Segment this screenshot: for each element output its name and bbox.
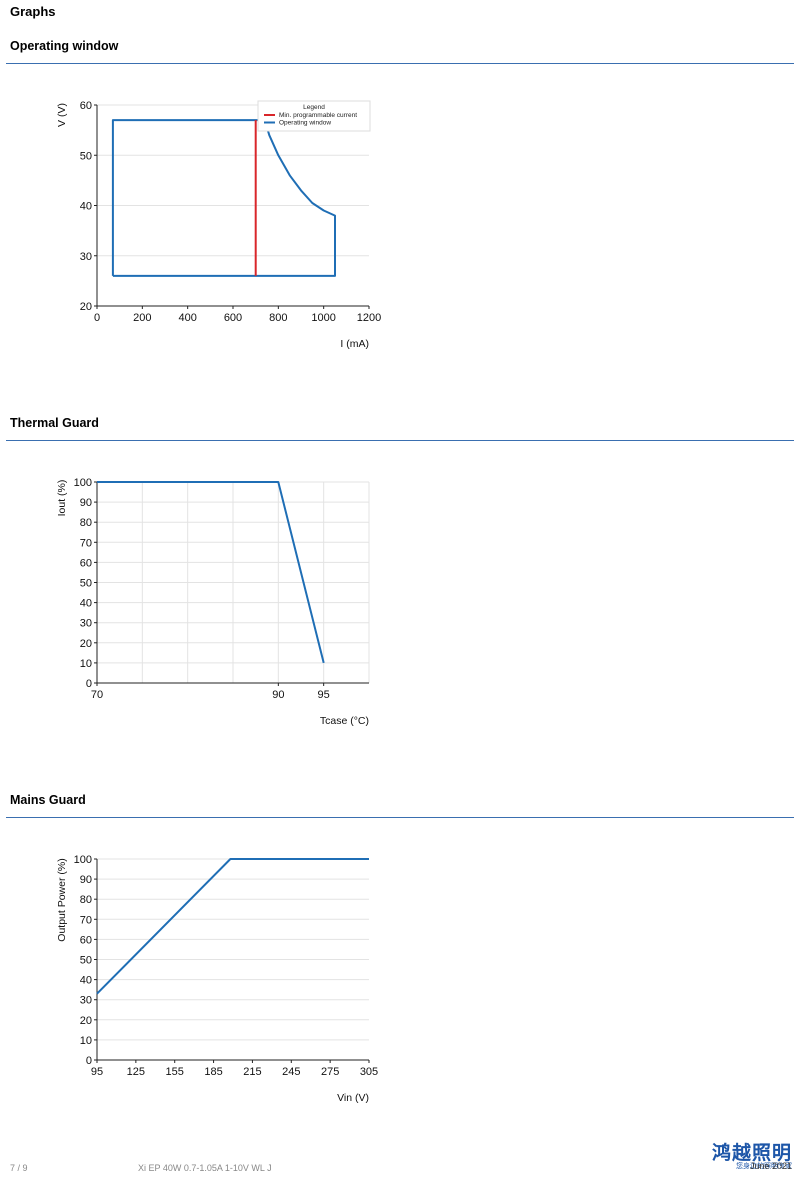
y-tick-label: 20 <box>80 301 92 313</box>
y-tick-label: 40 <box>80 201 92 213</box>
x-axis-label: Tcase (°C) <box>320 715 369 727</box>
section-divider <box>6 817 794 818</box>
footer-product-name: Xi EP 40W 0.7-1.05A 1-10V WL J <box>138 1163 272 1173</box>
y-tick-label: 0 <box>86 678 92 690</box>
y-tick-label: 50 <box>80 955 92 967</box>
y-tick-label: 60 <box>80 934 92 946</box>
section-title-thermal-guard: Thermal Guard <box>10 416 99 430</box>
y-axis-label: Output Power (%) <box>56 858 68 941</box>
page-heading: Graphs <box>10 4 56 19</box>
x-axis-label: Vin (V) <box>337 1092 369 1104</box>
x-tick-label: 0 <box>94 312 100 324</box>
y-axis-label: Iout (%) <box>56 480 68 517</box>
x-tick-label: 95 <box>91 1066 103 1078</box>
x-tick-label: 95 <box>318 689 330 701</box>
y-tick-label: 90 <box>80 497 92 509</box>
y-tick-label: 50 <box>80 150 92 162</box>
x-tick-label: 800 <box>269 312 287 324</box>
x-tick-label: 245 <box>282 1066 300 1078</box>
y-tick-label: 100 <box>74 854 92 866</box>
x-tick-label: 1000 <box>311 312 335 324</box>
x-tick-label: 600 <box>224 312 242 324</box>
y-axis-label: V (V) <box>56 103 68 127</box>
legend-box <box>257 100 371 132</box>
y-tick-label: 20 <box>80 1015 92 1027</box>
x-tick-label: 400 <box>178 312 196 324</box>
section-title-operating-window: Operating window <box>10 39 119 53</box>
x-tick-label: 200 <box>133 312 151 324</box>
y-tick-label: 40 <box>80 598 92 610</box>
series-line-operating-window <box>111 119 336 277</box>
footer-date: June 2021 <box>749 1161 792 1171</box>
x-tick-label: 305 <box>360 1066 378 1078</box>
section-divider <box>6 440 794 441</box>
y-tick-label: 70 <box>80 914 92 926</box>
y-tick-label: 20 <box>80 638 92 650</box>
y-tick-label: 10 <box>80 1035 92 1047</box>
x-tick-label: 185 <box>204 1066 222 1078</box>
y-tick-label: 30 <box>80 251 92 263</box>
brand-tagline: 您身边的照明专家 <box>736 1163 792 1170</box>
series-line-curve <box>97 481 325 664</box>
mains-guard-chart: 0 10 20 30 40 50 60 70 80 90 100 95 125 155 185 215 245 2… <box>56 854 378 1104</box>
series-line-curve <box>96 858 369 995</box>
x-tick-label: 1200 <box>357 312 381 324</box>
x-tick-label: 155 <box>166 1066 184 1078</box>
footer-page-number: 7 / 9 <box>10 1163 28 1173</box>
y-tick-label: 40 <box>80 975 92 987</box>
y-tick-label: 80 <box>80 517 92 529</box>
x-tick-label: 125 <box>127 1066 145 1078</box>
y-tick-label: 90 <box>80 874 92 886</box>
section-title-mains-guard: Mains Guard <box>10 793 86 807</box>
x-tick-label: 275 <box>321 1066 339 1078</box>
brand-name: 鸿越照明 <box>711 1142 792 1164</box>
brand-logo: 鸿越照明 您身边的照明专家 <box>712 1143 792 1171</box>
legend-title: Legend <box>303 104 325 111</box>
y-tick-label: 0 <box>86 1055 92 1067</box>
y-tick-label: 60 <box>80 100 92 112</box>
y-tick-label: 70 <box>80 537 92 549</box>
legend-entry: Operating window <box>279 120 331 127</box>
y-tick-label: 50 <box>80 578 92 590</box>
y-tick-label: 10 <box>80 658 92 670</box>
x-tick-label: 90 <box>272 689 284 701</box>
y-tick-label: 100 <box>74 477 92 489</box>
x-axis-label: I (mA) <box>340 338 369 350</box>
thermal-guard-chart: 0 10 20 30 40 50 60 70 80 90 100 70 90 95 Tcase (°C) Io… <box>56 477 370 727</box>
y-tick-label: 30 <box>80 618 92 630</box>
y-tick-label: 60 <box>80 557 92 569</box>
legend-entry: Min. programmable current <box>279 112 357 119</box>
x-tick-label: 215 <box>243 1066 261 1078</box>
y-tick-label: 30 <box>80 995 92 1007</box>
section-divider <box>6 63 794 64</box>
x-tick-label: 70 <box>91 689 103 701</box>
y-tick-label: 80 <box>80 894 92 906</box>
